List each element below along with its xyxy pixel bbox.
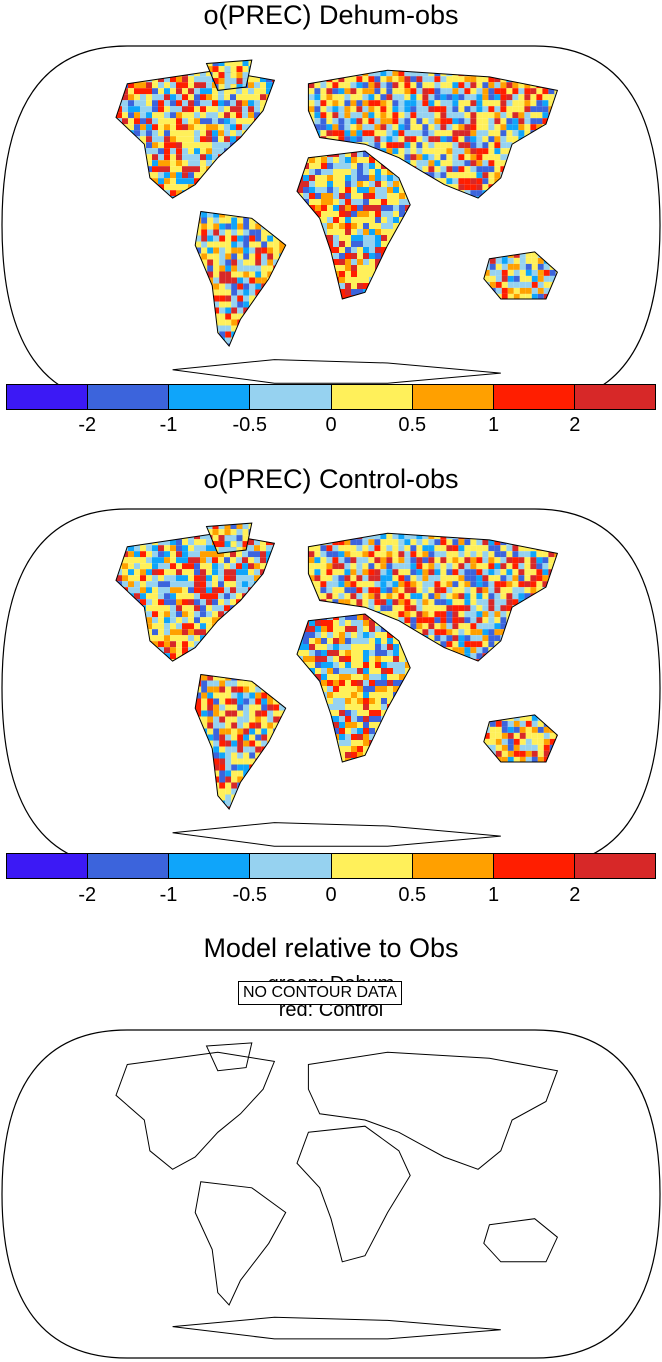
colorbar-swatch (169, 854, 250, 878)
colorbar-2 (6, 853, 656, 879)
map-control-obs (0, 501, 662, 871)
colorbar-swatch (250, 854, 331, 878)
colorbar-tick-label: -1 (160, 414, 178, 436)
colorbar-tick-label: 0.5 (398, 414, 426, 436)
colorbar-swatch (332, 854, 413, 878)
colorbar-swatch (169, 385, 250, 409)
colorbar-swatch (494, 854, 575, 878)
colorbar-swatch (413, 385, 494, 409)
colorbar-tick-label: 0.5 (398, 884, 426, 906)
colorbar-tick-label: -1 (160, 884, 178, 906)
colorbar-tick-label: -0.5 (233, 884, 267, 906)
panel-3-title: Model relative to Obs (0, 933, 662, 963)
panel-1-title: o(PREC) Dehum-obs (0, 0, 662, 30)
colorbar-tick-label: -2 (78, 884, 96, 906)
colorbar-tick-label: 0 (325, 884, 336, 906)
colorbar-swatch (7, 854, 88, 878)
colorbar-swatch (88, 854, 169, 878)
colorbar-tick-label: 1 (488, 414, 499, 436)
colorbar-tick-label: 1 (488, 884, 499, 906)
colorbar-swatch (413, 854, 494, 878)
colorbar-tick-label: 2 (569, 414, 580, 436)
colorbar-swatch (332, 385, 413, 409)
no-contour-data-label: NO CONTOUR DATA (238, 981, 402, 1005)
colorbar-tick-label: -0.5 (233, 414, 267, 436)
colorbar-tick-label: 2 (569, 884, 580, 906)
panel-2-title: o(PREC) Control-obs (0, 464, 662, 494)
colorbar-swatch (250, 385, 331, 409)
map-frame (2, 1030, 660, 1358)
colorbar-tick-label: -2 (78, 414, 96, 436)
colorbar-tick-label: 0 (325, 414, 336, 436)
colorbar-swatch (7, 385, 88, 409)
colorbar-swatch (494, 385, 575, 409)
map-model-relative (0, 1022, 662, 1362)
map-dehum-obs (0, 38, 662, 408)
colorbar-swatch (575, 385, 655, 409)
colorbar-swatch (88, 385, 169, 409)
colorbar-swatch (575, 854, 655, 878)
colorbar-1 (6, 384, 656, 410)
